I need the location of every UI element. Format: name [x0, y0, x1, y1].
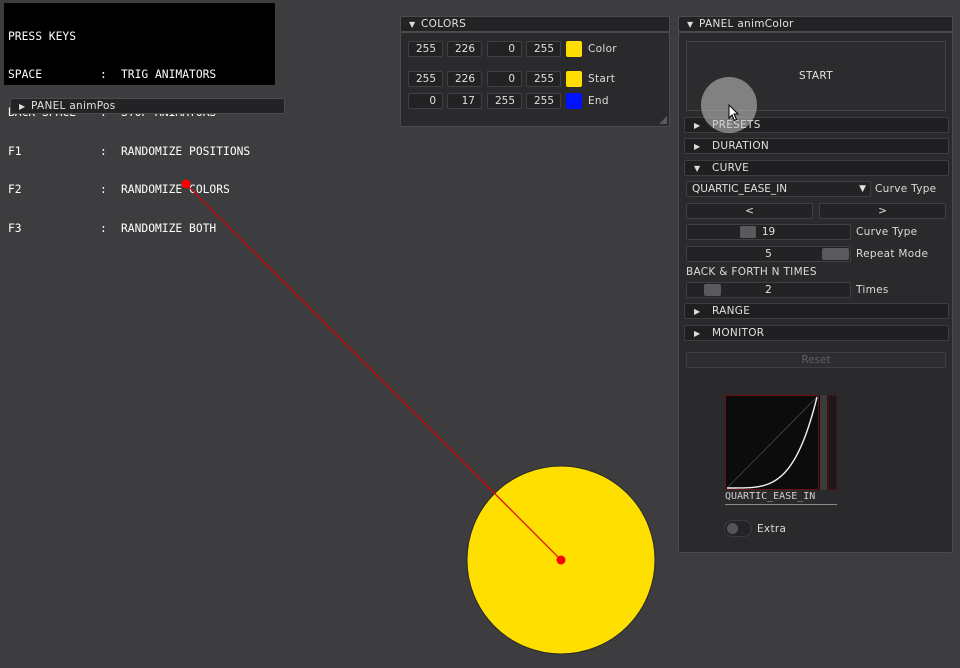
- curve-plot-label: QUARTIC_EASE_IN: [725, 491, 816, 502]
- end-r-field[interactable]: 0: [408, 93, 443, 109]
- linear-reference-line: [726, 396, 818, 489]
- section-label: CURVE: [712, 162, 750, 174]
- collapsed-arrow-icon: ▶: [694, 307, 701, 316]
- start-r-field[interactable]: 255: [408, 71, 443, 87]
- expanded-arrow-icon: ▼: [687, 20, 694, 29]
- times-slider[interactable]: 2: [686, 282, 851, 298]
- panel-animpos-header[interactable]: ▶ PANEL animPos: [10, 98, 285, 114]
- help-key: F3: [8, 221, 22, 235]
- toggle-knob: [727, 523, 738, 534]
- help-key: SPACE: [8, 67, 43, 81]
- panel-title: PANEL animPos: [31, 100, 116, 112]
- start-g-field[interactable]: 226: [447, 71, 482, 87]
- help-key: F1: [8, 144, 22, 158]
- panel-title: COLORS: [421, 18, 467, 30]
- curve-type-select[interactable]: QUARTIC_EASE_IN ▼: [686, 181, 871, 197]
- help-action: RANDOMIZE BOTH: [121, 221, 217, 235]
- help-sep: :: [100, 183, 107, 197]
- color-g-field[interactable]: 226: [447, 41, 482, 57]
- start-a-field[interactable]: 255: [526, 71, 561, 87]
- extra-toggle[interactable]: [724, 520, 752, 537]
- section-range[interactable]: ▶ RANGE: [684, 303, 949, 319]
- help-action: RANDOMIZE POSITIONS: [121, 144, 251, 158]
- curve-type-select-label: Curve Type: [875, 183, 937, 195]
- slider-value: 5: [765, 248, 772, 260]
- help-row: F2: RANDOMIZE COLORS: [8, 183, 271, 197]
- curve-plot: [725, 395, 837, 490]
- curve-type-slider-label: Curve Type: [856, 226, 918, 238]
- section-label: RANGE: [712, 305, 751, 317]
- path-line: [185, 183, 562, 561]
- help-sep: :: [100, 67, 107, 81]
- mouse-cursor-icon: [728, 104, 740, 122]
- end-label: End: [588, 95, 609, 107]
- help-row: F3: RANDOMIZE BOTH: [8, 221, 271, 236]
- colors-panel-header[interactable]: ▼ COLORS: [400, 16, 670, 32]
- extra-label: Extra: [757, 523, 787, 535]
- panel-title: PANEL animColor: [699, 18, 794, 30]
- times-label: Times: [856, 284, 889, 296]
- end-a-field[interactable]: 255: [526, 93, 561, 109]
- curve-type-slider[interactable]: 19: [686, 224, 851, 240]
- help-title: PRESS KEYS: [8, 29, 77, 43]
- select-value: QUARTIC_EASE_IN: [692, 183, 788, 195]
- slider-knob[interactable]: [822, 248, 849, 260]
- section-duration[interactable]: ▶ DURATION: [684, 138, 949, 154]
- start-label: Start: [588, 73, 616, 85]
- color-label: Color: [588, 43, 617, 55]
- start-b-field[interactable]: 0: [487, 71, 522, 87]
- start-point[interactable]: [181, 179, 191, 189]
- divider: [725, 504, 837, 505]
- ease-curve: [727, 396, 818, 489]
- start-swatch[interactable]: [566, 71, 582, 87]
- section-curve[interactable]: ▼ CURVE: [684, 160, 949, 176]
- repeat-mode-slider[interactable]: 5: [686, 246, 851, 262]
- expanded-arrow-icon: ▼: [694, 164, 701, 173]
- slider-value: 19: [761, 226, 776, 238]
- slider-value: 2: [765, 284, 772, 296]
- end-point[interactable]: [556, 555, 566, 565]
- help-row: SPACE: TRIG ANIMATORS: [8, 67, 271, 82]
- help-sep: :: [100, 221, 107, 235]
- prev-curve-button[interactable]: <: [686, 203, 813, 219]
- color-r-field[interactable]: 255: [408, 41, 443, 57]
- color-b-field[interactable]: 0: [487, 41, 522, 57]
- end-b-field[interactable]: 255: [487, 93, 522, 109]
- section-monitor[interactable]: ▶ MONITOR: [684, 325, 949, 341]
- reset-button[interactable]: Reset: [686, 352, 946, 368]
- end-swatch[interactable]: [566, 93, 582, 109]
- monitor-bar: [820, 395, 827, 490]
- collapsed-arrow-icon: ▶: [694, 329, 701, 338]
- collapsed-arrow-icon: ▶: [694, 121, 701, 130]
- help-action: TRIG ANIMATORS: [121, 67, 217, 81]
- section-label: MONITOR: [712, 327, 765, 339]
- section-label: DURATION: [712, 140, 770, 152]
- help-key: F2: [8, 183, 22, 197]
- panel-animcolor-header[interactable]: ▼ PANEL animColor: [678, 16, 953, 32]
- start-button[interactable]: START: [686, 41, 946, 111]
- repeat-mode-text: BACK & FORTH N TIMES: [686, 266, 817, 278]
- monitor-bar: [827, 395, 837, 490]
- chevron-down-icon: ▼: [859, 184, 866, 194]
- collapsed-arrow-icon: ▶: [694, 142, 701, 151]
- next-curve-button[interactable]: >: [819, 203, 946, 219]
- color-a-field[interactable]: 255: [526, 41, 561, 57]
- help-row: F1: RANDOMIZE POSITIONS: [8, 144, 271, 159]
- color-swatch[interactable]: [566, 41, 582, 57]
- repeat-mode-label: Repeat Mode: [856, 248, 929, 260]
- expanded-arrow-icon: ▼: [409, 20, 416, 29]
- help-action: RANDOMIZE COLORS: [121, 183, 230, 197]
- resize-grip-icon[interactable]: [659, 116, 667, 124]
- slider-knob[interactable]: [704, 284, 721, 296]
- slider-knob[interactable]: [740, 226, 756, 238]
- help-sep: :: [100, 144, 107, 158]
- end-g-field[interactable]: 17: [447, 93, 482, 109]
- collapsed-arrow-icon: ▶: [19, 102, 26, 111]
